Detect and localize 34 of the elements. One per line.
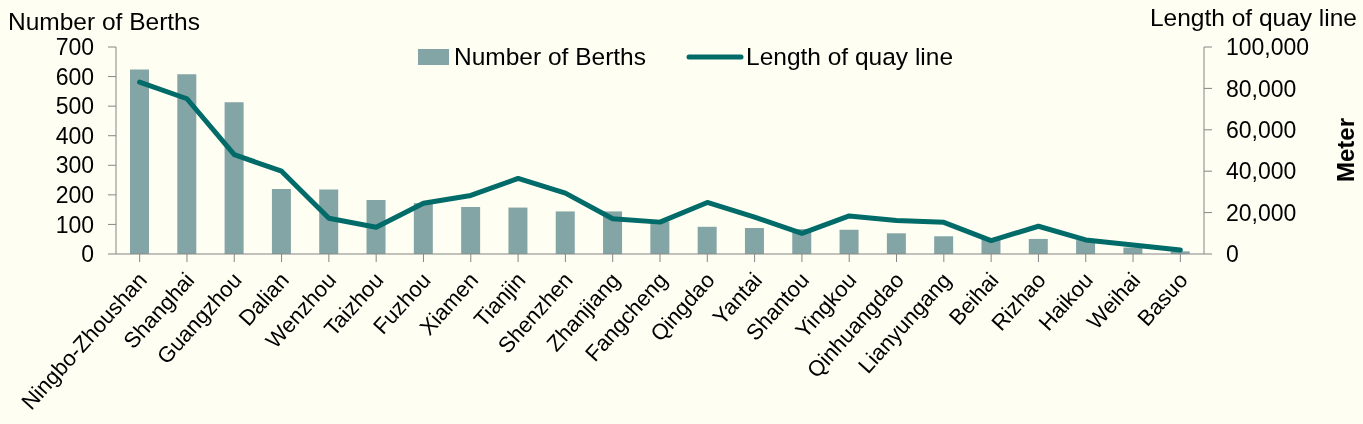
y-tick-label: 100 <box>55 211 94 238</box>
y2-tick-label: 40,000 <box>1226 158 1297 185</box>
y-tick-label: 700 <box>55 34 94 61</box>
bar <box>839 229 859 254</box>
bar <box>508 207 528 254</box>
bar <box>461 206 481 254</box>
legend-label: Number of Berths <box>454 43 646 71</box>
y2-tick-label: 80,000 <box>1226 75 1297 102</box>
y2-axis-title: Length of quay line <box>1149 4 1357 32</box>
legend-label: Length of quay line <box>746 43 954 71</box>
bar <box>413 203 433 254</box>
y-tick-label: 500 <box>55 93 94 120</box>
y-tick-label: 200 <box>55 182 94 209</box>
bar <box>130 69 149 254</box>
bar <box>1028 238 1048 254</box>
bar <box>271 188 291 254</box>
bar <box>744 227 764 254</box>
y-tick-label: 600 <box>55 63 94 90</box>
y-tick-label: 0 <box>81 241 94 268</box>
y-tick-label: 400 <box>55 122 94 149</box>
y2-tick-label: 100,000 <box>1226 34 1310 61</box>
y-tick-label: 300 <box>55 152 94 179</box>
bar <box>886 233 906 254</box>
bar <box>224 102 244 254</box>
y2-tick-label: 60,000 <box>1226 116 1297 143</box>
bar <box>697 226 717 254</box>
bar <box>650 221 670 254</box>
bar <box>555 211 575 254</box>
y2-tick-label: 20,000 <box>1226 199 1297 226</box>
bar <box>934 236 954 254</box>
y2-tick-label: 0 <box>1226 241 1239 268</box>
bar <box>177 74 197 254</box>
text: Meter <box>1332 117 1360 183</box>
y-axis-title: Number of Berths <box>8 8 200 36</box>
